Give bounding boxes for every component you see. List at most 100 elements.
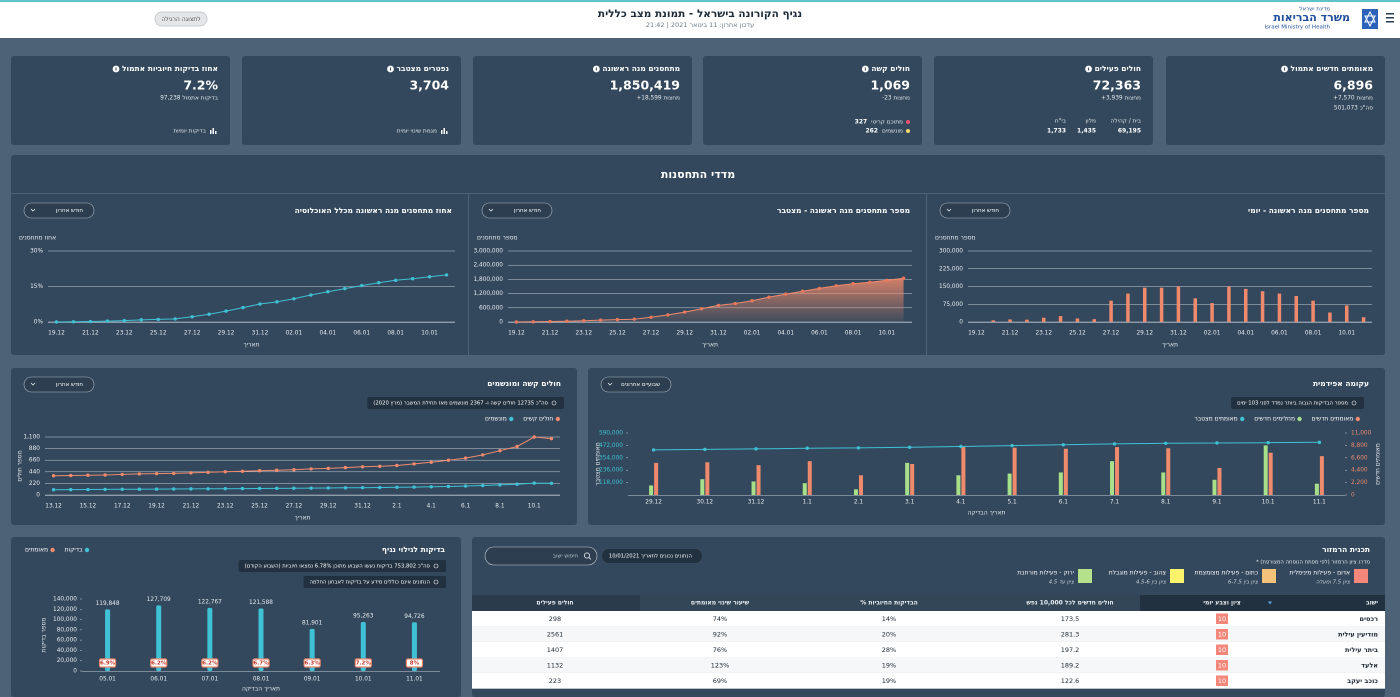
search-bg[interactable] [484,546,598,566]
x-tick-label: 10.01 [1338,331,1355,337]
card-title: חולים פעילים [1095,64,1141,73]
y-tick-label: 75,000 [943,302,964,308]
dropdown-bg[interactable] [481,202,553,219]
menu-icon[interactable] [1386,13,1394,15]
legend-dot [1240,416,1245,422]
column-header: שיעור שינוי מאומתים [691,600,750,607]
bar [1025,319,1029,322]
normal-view-button[interactable]: לתצוגה הרגילה [154,11,208,27]
point [88,319,93,324]
dropdown-bg[interactable] [939,202,1011,219]
point [378,464,382,468]
bar [1268,452,1273,495]
sort-icon[interactable] [1268,601,1272,605]
bar [1311,300,1315,322]
search-icon [584,552,590,559]
bar [105,609,111,671]
card-value: 72,363 [1093,78,1141,93]
bar [1319,456,1324,495]
table-row[interactable] [472,657,1385,674]
card-item-label: בי"ח [1055,119,1067,125]
table-cell: 223 [549,677,561,685]
bar [1166,448,1171,495]
dropdown[interactable]: חודש אחרון [23,376,95,393]
point [784,292,788,296]
point [651,448,656,452]
x-tick-label: 21.12 [542,331,559,337]
point [275,300,279,304]
table-row[interactable] [472,642,1385,658]
dropdown-bg[interactable] [23,376,95,393]
x-tick-label: 06.01 [353,331,370,337]
table-row[interactable] [472,626,1385,643]
table-cell: 173.5 [1061,615,1080,623]
bar-value-label: 94,726 [404,614,425,620]
badge-label: 6.9% [100,661,116,667]
y-tick-label: 0% [34,320,44,326]
y-tick-label: 80,000 [57,627,78,633]
table-cell: ביתר עילית [1345,646,1378,654]
card-link-label: מגמת שינוי יומית [397,129,437,135]
point [173,317,177,321]
table-cell: רכסים [1360,615,1379,623]
point [275,486,279,491]
x-tick-label: 27.12 [1103,331,1120,337]
card [473,56,692,145]
dropdown[interactable]: חודש אחרון [481,202,553,219]
menu-icon[interactable] [1386,21,1394,23]
table-cell: 20% [882,631,896,639]
x-tick-label: 9.1 [1212,500,1222,506]
y-axis-title: מספר בדיקות [41,618,48,653]
dropdown-bg[interactable] [23,202,95,219]
legend-range: ציון בין 6-7.5 [1228,580,1259,586]
bar [802,483,807,495]
card-detail: -23 מחצות [882,96,910,102]
button-bg[interactable] [154,11,208,27]
dropdown[interactable]: שבועיים אחרונים [600,376,672,393]
bar [1328,312,1332,322]
point [703,447,707,452]
legend-label: בדיקות [65,547,83,554]
badge [405,658,424,668]
section-title: מדדי התחסנות [661,168,735,181]
point [207,312,211,316]
bar [1042,317,1046,322]
menu-icon[interactable] [1386,17,1394,19]
point [240,469,245,473]
point [901,276,906,280]
point [309,293,313,297]
table-header-bg [640,595,1140,611]
point [86,473,90,477]
bar [1212,479,1217,495]
card-link[interactable]: מגמת שינוי יומית [397,128,448,135]
bar [1361,317,1366,322]
dropdown[interactable]: חודש אחרון [939,202,1011,219]
y-tick-label: 0 [499,320,503,326]
point [598,318,603,322]
table-cell: 19% [882,677,896,685]
table-row[interactable] [472,673,1385,689]
dropdown-label: שבועיים אחרונים [621,382,660,388]
table-cell: 1407 [547,646,564,654]
bar [1063,448,1068,495]
y-tick-label: 1,800,000 [473,277,503,283]
bar [1294,295,1298,322]
dropdown-chevron [30,382,36,386]
x-tick-label: 17.12 [114,504,131,510]
bar [1345,305,1349,322]
table-row[interactable] [472,611,1385,627]
date-note: הנתונים נכונים לתאריך 10/01/2021 [609,554,692,560]
dropdown[interactable]: חודש אחרון [23,202,95,219]
dropdown-bg[interactable] [600,376,672,393]
x-tick-label: 08.01 [845,331,862,337]
note-icon [551,400,557,406]
card-link[interactable]: בדיקות יומיות [173,128,217,135]
bar [156,605,162,671]
bar [1193,298,1197,322]
x-tick-label: 04.01 [320,331,337,337]
legend-dot [84,547,90,553]
line [653,441,1320,451]
bar [1058,316,1063,322]
legend-swatch [1170,569,1184,583]
search-box[interactable]: חיפוש ישוב [484,546,598,566]
